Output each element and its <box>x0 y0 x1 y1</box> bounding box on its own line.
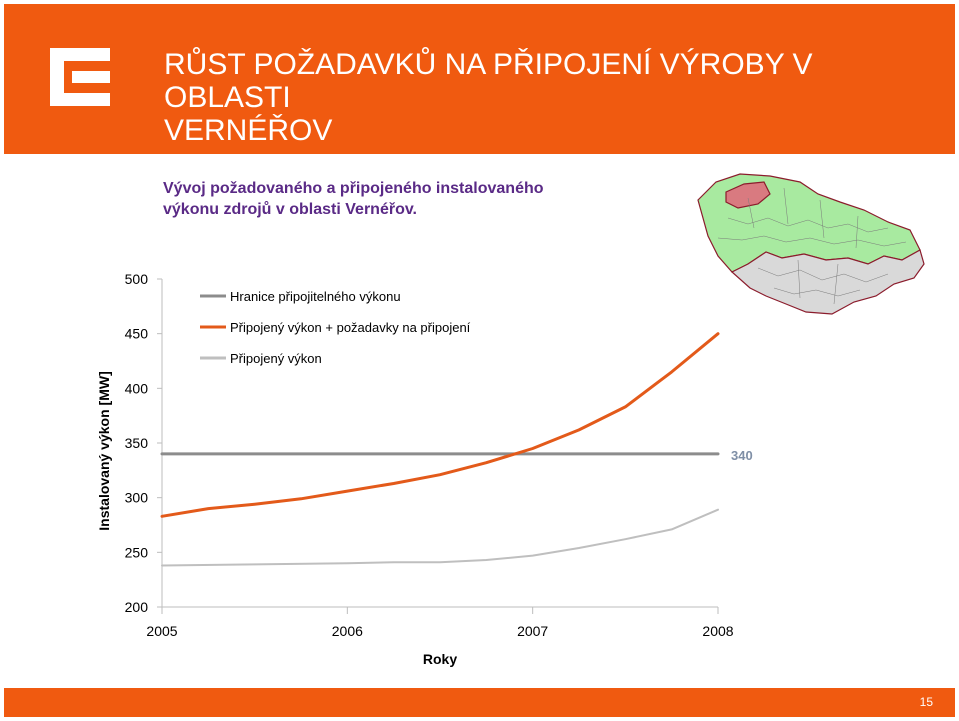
y-tick-label: 250 <box>125 544 149 560</box>
slide-title-line2: VERNÉŘOV <box>164 114 333 147</box>
y-tick-label: 400 <box>125 380 149 396</box>
subtitle-line2: výkonu zdrojů v oblasti Vernéřov. <box>163 201 417 218</box>
series-layer <box>160 332 720 567</box>
map-highlight-vernerov <box>725 181 771 209</box>
legend-label: Připojený výkon <box>230 351 322 366</box>
series-line-1 <box>160 332 720 518</box>
x-axis-title: Roky <box>423 651 457 667</box>
legend-label: Hranice připojitelného výkonu <box>230 289 401 304</box>
y-axis-title: Instalovaný výkon [MW] <box>96 371 112 530</box>
czech-region-map <box>697 173 925 315</box>
y-tick-label: 450 <box>125 326 149 342</box>
y-tick-label: 200 <box>125 599 149 615</box>
y-tick-label: 500 <box>125 271 149 287</box>
x-axis: 2005 2006 2007 2008 <box>146 606 734 639</box>
legend-label: Připojený výkon + požadavky na připojení <box>230 320 471 335</box>
x-tick-label: 2006 <box>332 623 363 639</box>
slide-subtitle: Vývoj požadovaného a připojeného instalo… <box>163 178 683 220</box>
cez-logo <box>50 48 110 106</box>
page-number: 15 <box>919 695 933 709</box>
limit-value-label: 340 <box>731 448 753 463</box>
y-axis: 500 450 400 350 300 250 200 <box>125 271 163 615</box>
chart-legend: Hranice připojitelného výkonu Připojený v… <box>200 289 471 366</box>
subtitle-line1: Vývoj požadovaného a připojeného instalo… <box>163 180 544 197</box>
y-tick-label: 300 <box>125 490 149 506</box>
y-tick-label: 350 <box>125 435 149 451</box>
slide-title: RŮST POŽADAVKŮ NA PŘIPOJENÍ VÝROBY V OBL… <box>164 48 924 147</box>
x-tick-label: 2008 <box>702 623 733 639</box>
x-tick-label: 2007 <box>517 623 548 639</box>
x-tick-label: 2005 <box>146 623 177 639</box>
footer-bar: 15 <box>4 688 955 717</box>
map-grey-south <box>730 249 925 315</box>
series-line-2 <box>161 508 719 567</box>
slide-title-line1: RŮST POŽADAVKŮ NA PŘIPOJENÍ VÝROBY V OBL… <box>164 48 813 114</box>
title-banner: RŮST POŽADAVKŮ NA PŘIPOJENÍ VÝROBY V OBL… <box>4 4 955 154</box>
